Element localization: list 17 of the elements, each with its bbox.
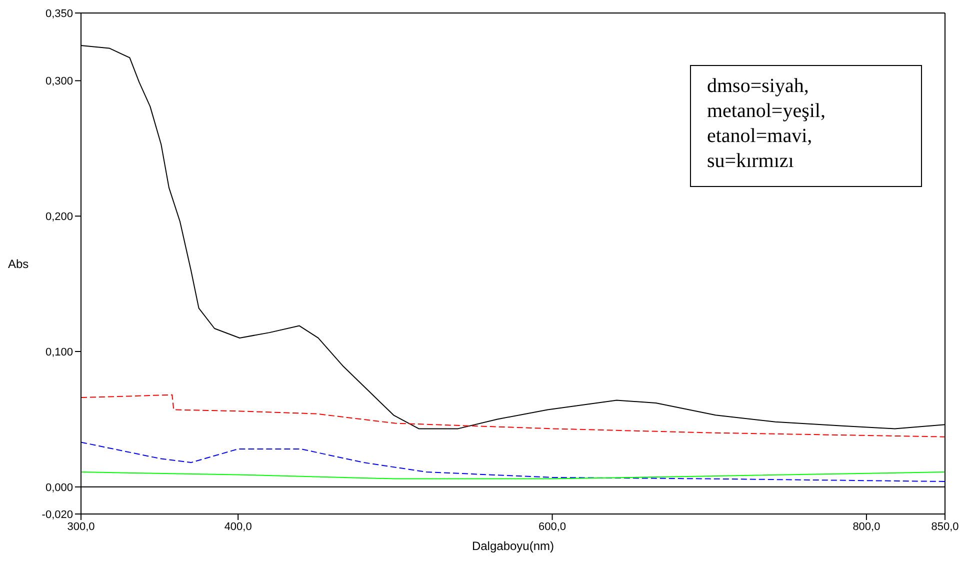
- annotation: dmso=siyah,: [707, 74, 810, 99]
- annotation: etanol=mavi,: [707, 124, 814, 149]
- x-tick-label: 600,0: [538, 520, 566, 533]
- y-tick-label: 0,000: [45, 482, 73, 494]
- y-tick-label: -0,020: [42, 508, 73, 521]
- y-axis-title: Abs: [8, 256, 29, 271]
- x-axis-title: Dalgaboyu(nm): [472, 539, 554, 553]
- y-tick-label: 0,100: [45, 346, 73, 358]
- y-tick-label: 0,350: [45, 8, 73, 20]
- x-tick-label: 400,0: [224, 520, 252, 533]
- x-tick-label: 800,0: [852, 520, 880, 533]
- annotation: su=kırmızı: [707, 149, 795, 174]
- x-tick-label: 850,0: [931, 520, 959, 533]
- y-tick-label: 0,200: [45, 211, 73, 224]
- annotation: metanol=yeşil,: [707, 99, 826, 124]
- x-tick-label: 300,0: [67, 520, 95, 533]
- y-tick-label: 0,300: [45, 76, 73, 88]
